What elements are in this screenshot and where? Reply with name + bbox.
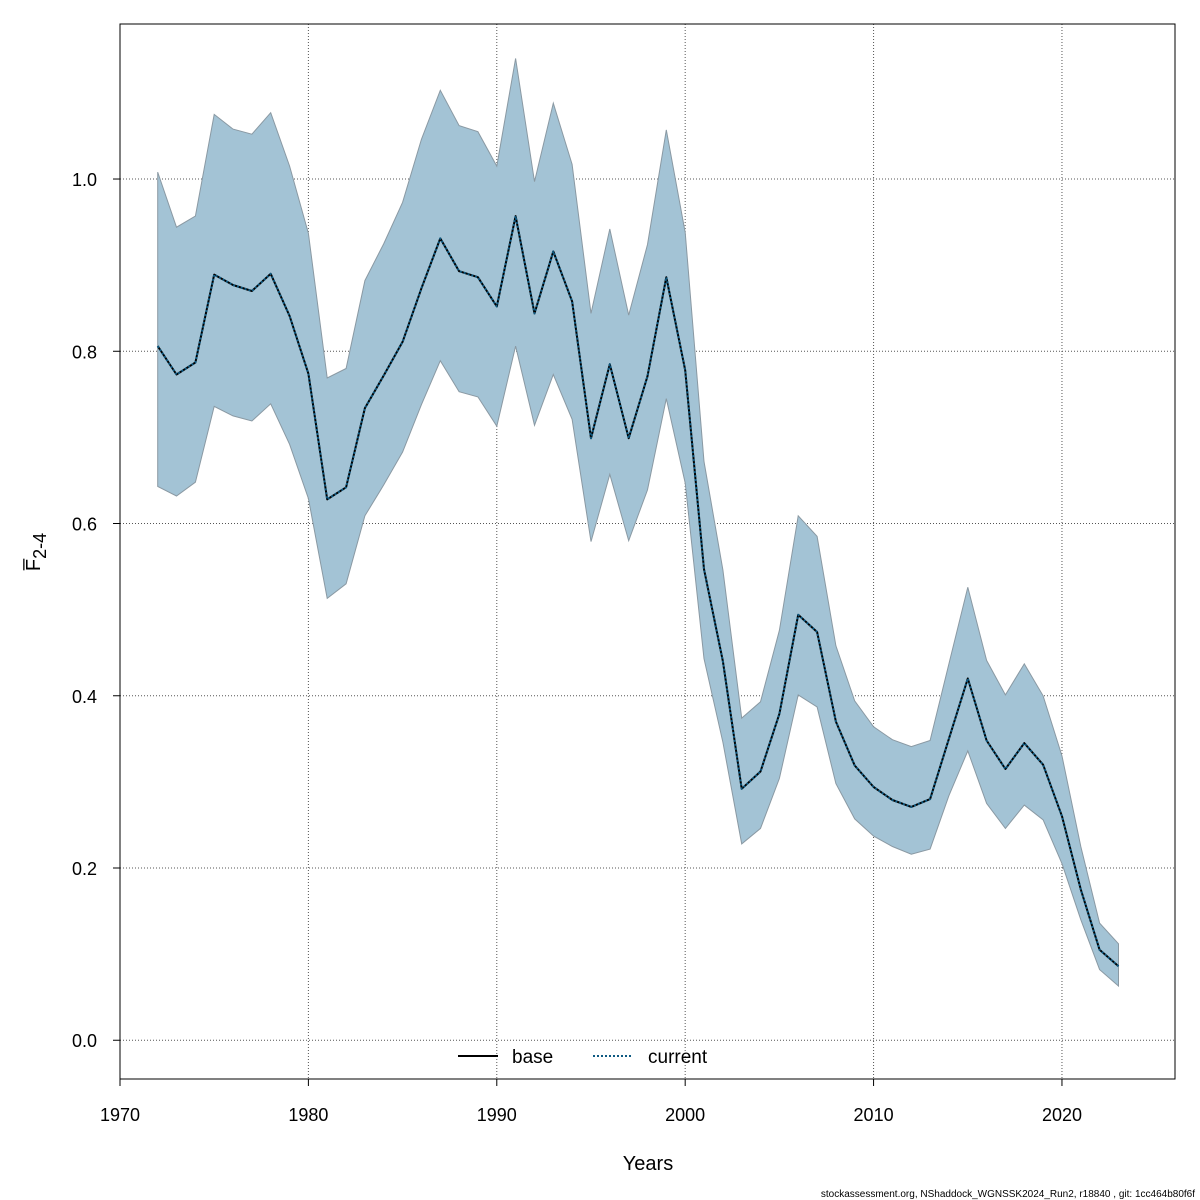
y-tick-label: 1.0 [72,170,97,190]
y-tick-label: 0.2 [72,859,97,879]
x-tick-label: 2020 [1042,1105,1082,1125]
x-tick-label: 2000 [665,1105,705,1125]
confidence-band [157,58,1119,988]
y-axis-title-main: F̅ [22,558,45,571]
legend-current-label: current [648,1047,708,1068]
x-axis-title: Years [623,1153,673,1175]
y-axis: 0.0 0.2 0.4 0.6 0.8 1.0 [72,170,121,1051]
footer-text: stockassessment.org, NShaddock_WGNSSK202… [821,1189,1195,1200]
series-line-current [156,215,1120,967]
y-axis-title-subscript: 2-4 [30,533,50,559]
legend: base current [458,1047,708,1068]
x-tick-label: 1990 [477,1105,517,1125]
x-tick-label: 1980 [288,1105,328,1125]
x-tick-label: 1970 [100,1105,140,1125]
series-lines [156,215,1120,967]
x-tick-label: 2010 [854,1105,894,1125]
y-tick-label: 0.4 [72,687,97,707]
y-tick-label: 0.6 [72,515,97,535]
svg-text:F̅2-4: F̅2-4 [22,533,50,571]
x-axis: 1970 1980 1990 2000 2010 2020 [100,1078,1082,1125]
y-axis-title: F̅2-4 [22,533,50,571]
y-tick-label: 0.8 [72,342,97,362]
y-tick-label: 0.0 [72,1031,97,1051]
legend-base-label: base [512,1047,553,1068]
